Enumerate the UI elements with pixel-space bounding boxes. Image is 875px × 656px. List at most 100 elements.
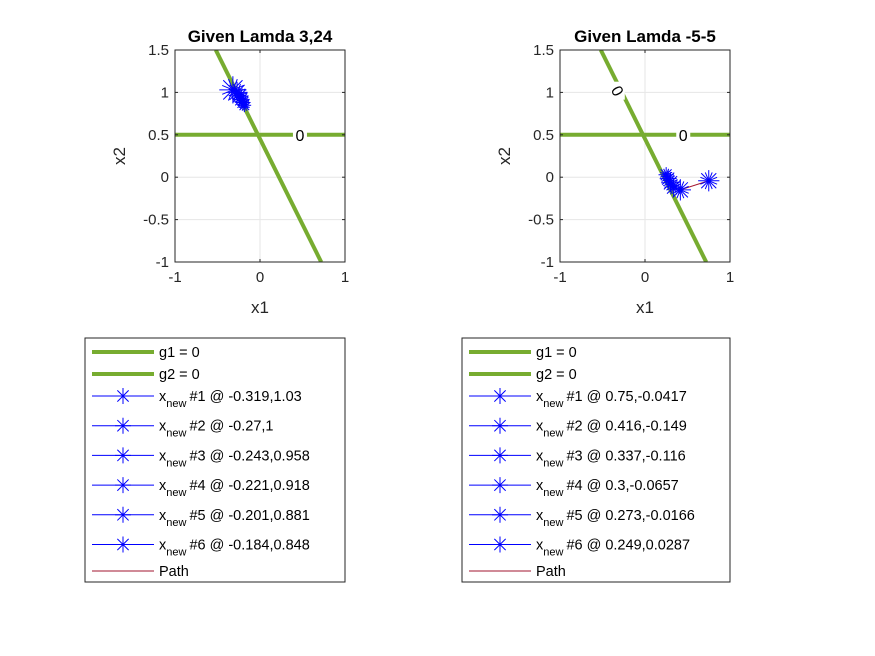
x-tick-label: 0 — [256, 269, 264, 286]
legend-label-base: x — [536, 508, 544, 524]
y-axis-label: x2 — [495, 147, 514, 165]
legend-marker-swatch — [492, 477, 508, 494]
legend-item-5: xnew #3 @ -0.243,0.958 — [92, 447, 310, 469]
legend-item-9: Path — [469, 564, 566, 580]
contour-label-g2: 0 — [679, 128, 688, 145]
legend-label-text: #5 @ 0.273,-0.0166 — [566, 508, 694, 524]
legend-label-text: #6 @ -0.184,0.848 — [189, 538, 309, 554]
legend-label-base: x — [159, 389, 167, 405]
legend-item-8: xnew #6 @ -0.184,0.848 — [92, 536, 310, 559]
x-tick-label: -1 — [168, 269, 181, 286]
x-axis-label: x1 — [251, 298, 269, 317]
legend-label: xnew #3 @ -0.243,0.958 — [159, 448, 310, 469]
legend-label-text: #6 @ 0.249,0.0287 — [566, 538, 690, 554]
legend-label-text: #3 @ 0.337,-0.116 — [566, 448, 685, 464]
y-tick-label: 0.5 — [533, 127, 554, 144]
legend-label: xnew #3 @ 0.337,-0.116 — [536, 448, 686, 469]
y-tick-label: 0 — [546, 169, 554, 186]
legend-label: xnew #2 @ 0.416,-0.149 — [536, 419, 687, 440]
axes-2: 00 -1 0 1 -1 -0.5 0 0.5 1 1.5 x1 x2 Given Lamda -5-5 — [495, 27, 734, 317]
legend-marker-swatch — [492, 447, 508, 464]
chart-title: Given Lamda 3,24 — [188, 27, 333, 46]
x-tick-label: 0 — [641, 269, 649, 286]
legend-marker-swatch — [115, 536, 131, 553]
y-tick-label: 0.5 — [148, 127, 169, 144]
legend-label: g2 = 0 — [159, 367, 200, 383]
legend-marker-swatch — [115, 417, 131, 434]
legend-label: Path — [159, 564, 189, 580]
legend-marker-swatch — [115, 388, 131, 404]
x-tick-label: -1 — [553, 269, 566, 286]
data-point-6-inner — [238, 99, 250, 111]
legend-label: xnew #6 @ -0.184,0.848 — [159, 538, 310, 559]
y-tick-label: 0 — [161, 169, 169, 186]
x-tick-label: 1 — [341, 269, 349, 286]
plot-content: 0 — [175, 50, 345, 262]
legend-item-7: xnew #5 @ -0.201,0.881 — [92, 506, 310, 529]
legend-label-base: x — [159, 419, 167, 435]
legend-label-base: x — [159, 538, 167, 554]
legend-label: xnew #1 @ 0.75,-0.0417 — [536, 389, 687, 410]
legend-label-sub: new — [166, 487, 186, 499]
legend-label-base: x — [536, 419, 544, 435]
legend-label-sub: new — [543, 457, 563, 469]
legend-label: xnew #4 @ -0.221,0.918 — [159, 478, 310, 499]
legend-label-base: x — [536, 478, 544, 494]
legend-item-9: Path — [92, 564, 189, 580]
data-point-6-inner — [659, 168, 673, 181]
legend-item-7: xnew #5 @ 0.273,-0.0166 — [469, 506, 695, 529]
legend-label-sub: new — [166, 428, 186, 440]
legend-label-sub: new — [166, 398, 186, 410]
legend-marker-swatch — [492, 536, 508, 553]
legend-item-8: xnew #6 @ 0.249,0.0287 — [469, 536, 690, 559]
legend-label-base: x — [159, 508, 167, 524]
legend-marker-swatch — [115, 477, 131, 494]
legend-label: xnew #5 @ -0.201,0.881 — [159, 508, 310, 529]
y-tick-label: 1 — [161, 84, 169, 101]
legend-2: g1 = 0 g2 = 0 xnew #1 @ 0.75,-0.0417 xnew #2 … — [461, 337, 731, 583]
legend-label-text: #1 @ -0.319,1.03 — [189, 389, 301, 405]
legend-item-4: xnew #2 @ -0.27,1 — [92, 417, 274, 440]
y-axis-label: x2 — [110, 147, 129, 165]
legend-label: g1 = 0 — [536, 345, 577, 361]
legend-item-2: g2 = 0 — [469, 367, 577, 383]
legend-item-6: xnew #4 @ -0.221,0.918 — [92, 477, 310, 499]
legend-label: xnew #1 @ -0.319,1.03 — [159, 389, 302, 410]
legend-label-sub: new — [543, 398, 563, 410]
legend-label-base: x — [536, 538, 544, 554]
legend-label-sub: new — [166, 517, 186, 529]
legend-label-sub: new — [543, 547, 563, 559]
legend-item-3: xnew #1 @ -0.319,1.03 — [92, 388, 302, 410]
y-tick-label: 1.5 — [533, 42, 554, 59]
y-tick-label: -1 — [541, 254, 554, 271]
legend-item-3: xnew #1 @ 0.75,-0.0417 — [469, 388, 687, 410]
legend-label: xnew #5 @ 0.273,-0.0166 — [536, 508, 695, 529]
data-point-1-inner — [700, 172, 718, 190]
legend-label: xnew #4 @ 0.3,-0.0657 — [536, 478, 679, 499]
legend-item-2: g2 = 0 — [92, 367, 200, 383]
legend-label-base: x — [536, 448, 544, 464]
x-tick-label: 1 — [726, 269, 734, 286]
legend-item-5: xnew #3 @ 0.337,-0.116 — [469, 447, 686, 469]
plot-content: 00 — [560, 50, 730, 262]
y-tick-label: 1 — [546, 84, 554, 101]
legend-box — [84, 337, 346, 583]
legend-label-text: #4 @ -0.221,0.918 — [189, 478, 309, 494]
legend-label-sub: new — [543, 517, 563, 529]
legend-marker-swatch — [492, 417, 508, 434]
y-tick-label: -0.5 — [528, 212, 554, 229]
y-tick-label: -1 — [156, 254, 169, 271]
legend-marker-swatch — [492, 506, 508, 523]
y-tick-label: -0.5 — [143, 212, 169, 229]
legend-label-text: #4 @ 0.3,-0.0657 — [566, 478, 678, 494]
legend-item-1: g1 = 0 — [92, 345, 200, 361]
legend-item-6: xnew #4 @ 0.3,-0.0657 — [469, 477, 679, 499]
legend-box — [461, 337, 731, 583]
legend-label: g1 = 0 — [159, 345, 200, 361]
legend-label-base: x — [536, 389, 544, 405]
legend-label-base: x — [159, 448, 167, 464]
chart-title: Given Lamda -5-5 — [574, 27, 716, 46]
legend-marker-swatch — [115, 506, 131, 523]
